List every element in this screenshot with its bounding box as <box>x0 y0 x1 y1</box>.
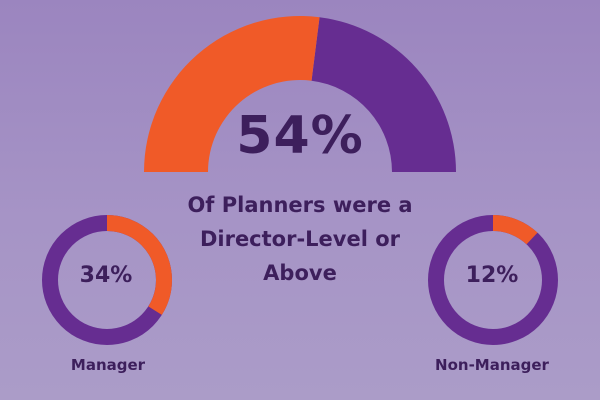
gauge-director-level-arc <box>144 15 320 172</box>
manager-percentage: 34% <box>79 263 133 288</box>
non-manager-percentage: 12% <box>465 263 519 288</box>
caption-line-2: Director-Level or <box>199 227 401 251</box>
gauge-percentage: 54% <box>236 106 364 166</box>
manager-label: Manager <box>70 356 146 374</box>
caption-line-1: Of Planners were a <box>187 193 413 217</box>
non-manager-donut-chart <box>428 215 558 345</box>
caption-line-3: Above <box>263 261 337 285</box>
manager-donut-chart <box>42 215 172 345</box>
manager-donut-arc <box>42 215 172 345</box>
gauge-remaining-arc <box>311 17 456 173</box>
gauge-chart <box>144 15 456 173</box>
non-manager-donut-arc <box>428 215 558 345</box>
non-manager-label: Non-Manager <box>435 356 549 374</box>
gauge-caption: Of Planners were a Director-Level or Abo… <box>150 188 450 290</box>
